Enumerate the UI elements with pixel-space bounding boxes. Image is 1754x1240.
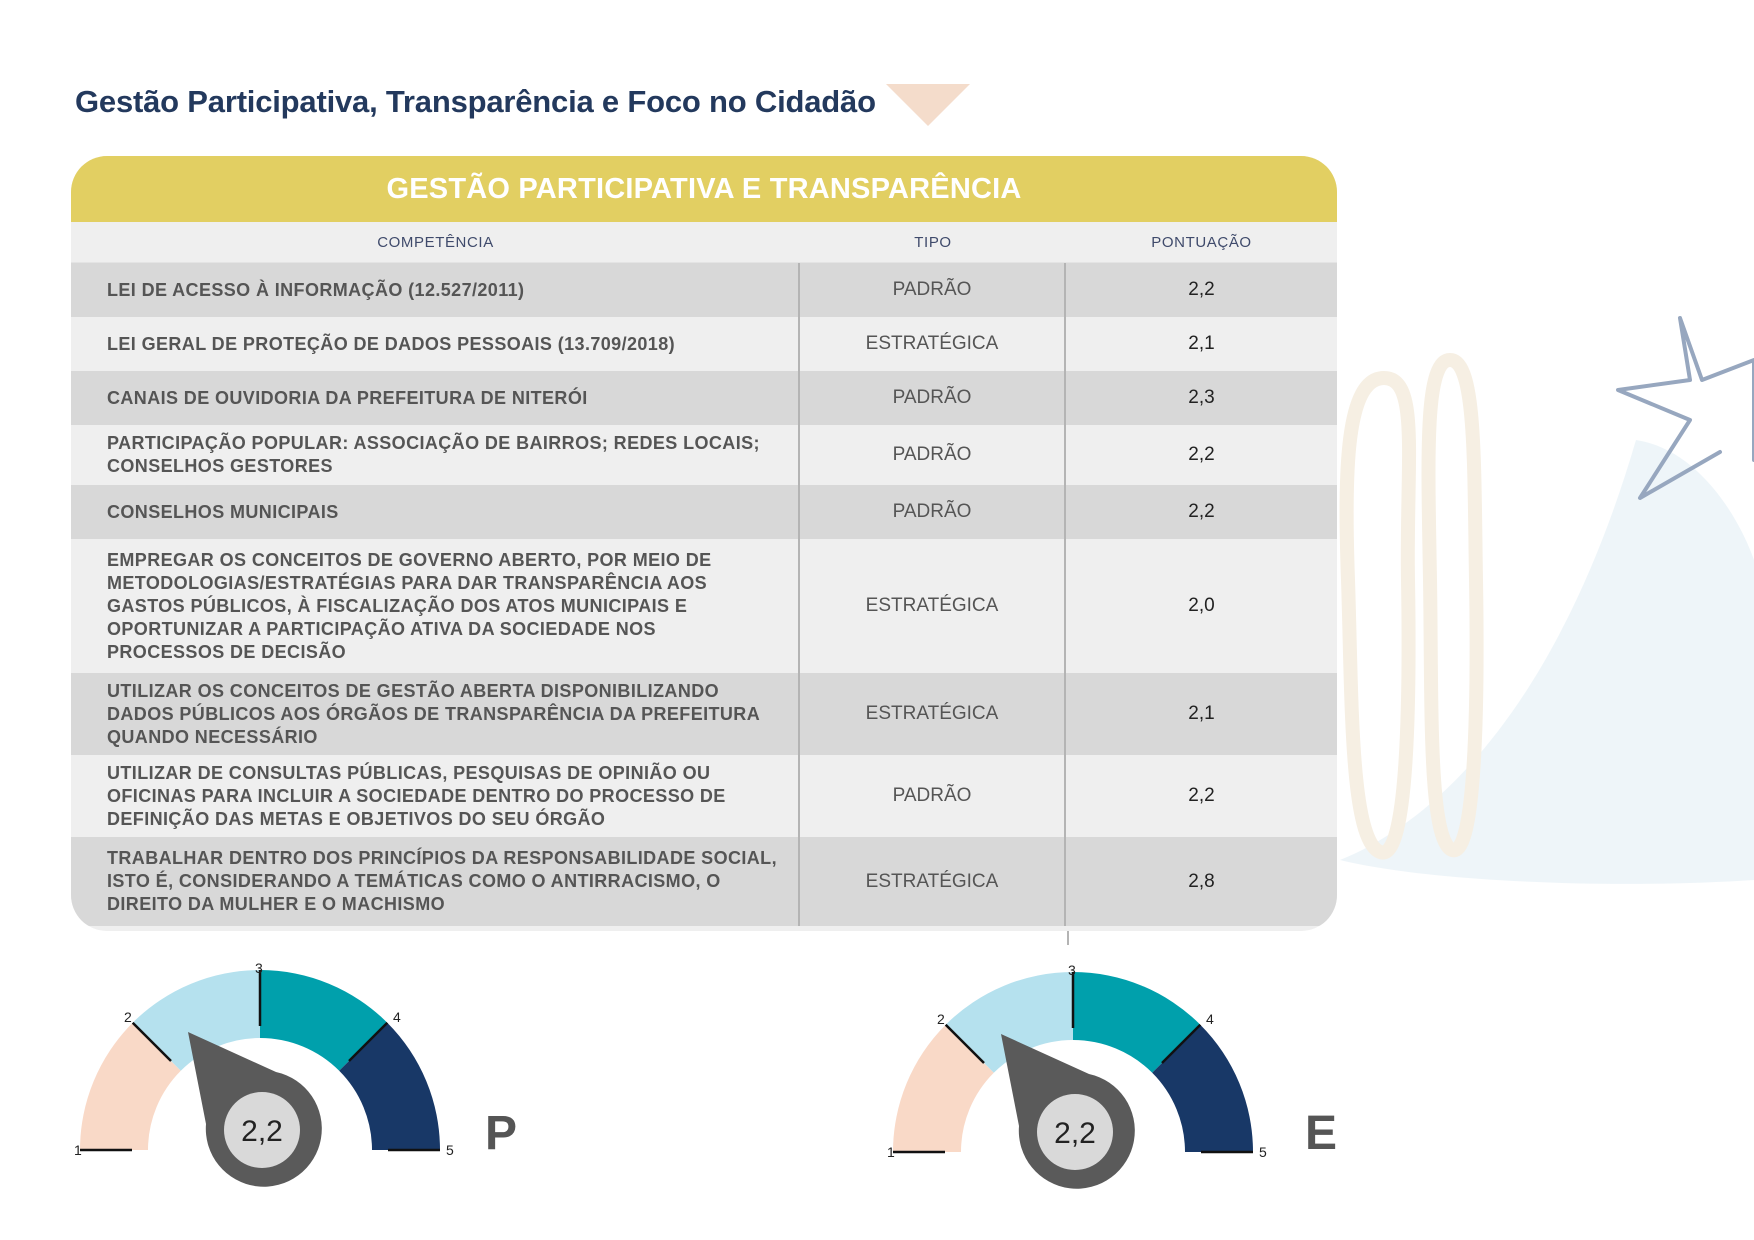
cell-competencia: EMPREGAR OS CONCEITOS DE GOVERNO ABERTO,… [71,539,800,673]
gauge-tick-2: 2 [124,1009,132,1025]
cell-tipo: ESTRATÉGICA [800,673,1066,755]
deco-blue-wave [1340,440,1754,884]
cell-pontuacao: 2,2 [1188,785,1215,806]
gauge-segment-1 [893,1024,994,1152]
page-title: Gestão Participativa, Transparência e Fo… [75,84,876,119]
table-row: UTILIZAR OS CONCEITOS DE GESTÃO ABERTA D… [71,673,1337,755]
gauge-p-dial: 1 2 3 4 5 2,2 [74,960,454,1187]
deco-cream-loop-1 [1339,370,1417,860]
gauge-tick-2: 2 [937,1011,945,1027]
table-row: TRABALHAR DENTRO DOS PRINCÍPIOS DA RESPO… [71,837,1337,926]
gauge-e: 1 2 3 4 5 2,2 E [873,952,1337,1197]
gauge-tick-3: 3 [255,960,263,976]
cell-pontuacao: 2,2 [1188,501,1215,522]
gauge-tick-3: 3 [1068,962,1076,978]
cell-pontuacao: 2,2 [1188,279,1215,300]
cell-tipo: PADRÃO [800,755,1066,837]
gauge-segment-2 [945,972,1073,1073]
cell-pontuacao: 2,3 [1188,387,1215,408]
table-row: CANAIS DE OUVIDORIA DA PREFEITURA DE NIT… [71,371,1337,425]
gauge-letter-p: P [485,1107,518,1160]
cell-competencia: UTILIZAR DE CONSULTAS PÚBLICAS, PESQUISA… [71,755,800,837]
cell-competencia: UTILIZAR OS CONCEITOS DE GESTÃO ABERTA D… [71,673,800,755]
gauge-tick-1: 1 [887,1144,895,1160]
gauge-needle: 2,2 [1001,1034,1135,1189]
cell-tipo: ESTRATÉGICA [800,837,1066,926]
table-row: UTILIZAR DE CONSULTAS PÚBLICAS, PESQUISA… [71,755,1337,837]
cell-pontuacao: 2,1 [1188,333,1215,354]
gauge-e-dial: 1 2 3 4 5 2,2 [887,962,1267,1189]
gauge-segment-1 [80,1022,181,1150]
gauge-segment-3 [1073,972,1201,1073]
cell-competencia: LEI GERAL DE PROTEÇÃO DE DADOS PESSOAIS … [71,317,800,371]
gauge-tick-4: 4 [393,1009,401,1025]
cell-competencia: PARTICIPAÇÃO POPULAR: ASSOCIAÇÃO DE BAIR… [71,425,800,485]
gauge-segment-2 [132,970,260,1071]
cell-tipo: ESTRATÉGICA [800,539,1066,673]
column-header-tipo: TIPO [914,233,952,251]
deco-star-outline [1616,316,1754,500]
cell-competencia: TRABALHAR DENTRO DOS PRINCÍPIOS DA RESPO… [71,837,800,926]
table-row: EMPREGAR OS CONCEITOS DE GOVERNO ABERTO,… [71,539,1337,673]
cell-tipo: PADRÃO [800,485,1066,539]
gauge-tick-1: 1 [74,1142,82,1158]
gauge-letter-e: E [1305,1107,1338,1160]
cell-pontuacao: 2,2 [1188,444,1215,465]
cell-tipo: PADRÃO [800,371,1066,425]
gauge-segment-4 [1152,1024,1253,1152]
cell-competencia: LEI DE ACESSO À INFORMAÇÃO (12.527/2011) [71,263,800,317]
deco-cream-loop-2 [1421,352,1484,858]
cell-tipo: ESTRATÉGICA [800,317,1066,371]
gauge-value: 2,2 [241,1115,283,1148]
gauge-needle: 2,2 [188,1032,322,1187]
cell-pontuacao: 2,0 [1188,595,1215,616]
gauge-segment-3 [260,970,388,1071]
table-row: LEI GERAL DE PROTEÇÃO DE DADOS PESSOAIS … [71,317,1337,371]
cell-pontuacao: 2,1 [1188,703,1215,724]
competency-table: GESTÃO PARTICIPATIVA E TRANSPARÊNCIA COM… [71,156,1337,931]
title-triangle-icon [886,84,970,126]
cell-competencia: CONSELHOS MUNICIPAIS [71,485,800,539]
cell-competencia: CANAIS DE OUVIDORIA DA PREFEITURA DE NIT… [71,371,800,425]
table-row: CONSELHOS MUNICIPAIS PADRÃO 2,2 [71,485,1337,539]
gauge-p: 1 2 3 4 5 2,2 P [60,950,517,1195]
column-headers: COMPETÊNCIA TIPO PONTUAÇÃO [71,222,1337,263]
gauge-tick-4: 4 [1206,1011,1214,1027]
gauge-tick-5: 5 [446,1142,454,1158]
column-header-competencia: COMPETÊNCIA [377,233,494,251]
table-row: LEI DE ACESSO À INFORMAÇÃO (12.527/2011)… [71,263,1337,317]
gauge-segment-4 [339,1022,440,1150]
table-row: PARTICIPAÇÃO POPULAR: ASSOCIAÇÃO DE BAIR… [71,425,1337,485]
gauge-tick-5: 5 [1259,1144,1267,1160]
table-title: GESTÃO PARTICIPATIVA E TRANSPARÊNCIA [71,156,1337,222]
gauge-value: 2,2 [1054,1117,1096,1150]
cell-tipo: PADRÃO [800,263,1066,317]
cell-tipo: PADRÃO [800,425,1066,485]
cell-pontuacao: 2,8 [1188,870,1215,892]
column-header-pontuacao: PONTUAÇÃO [1151,233,1252,251]
